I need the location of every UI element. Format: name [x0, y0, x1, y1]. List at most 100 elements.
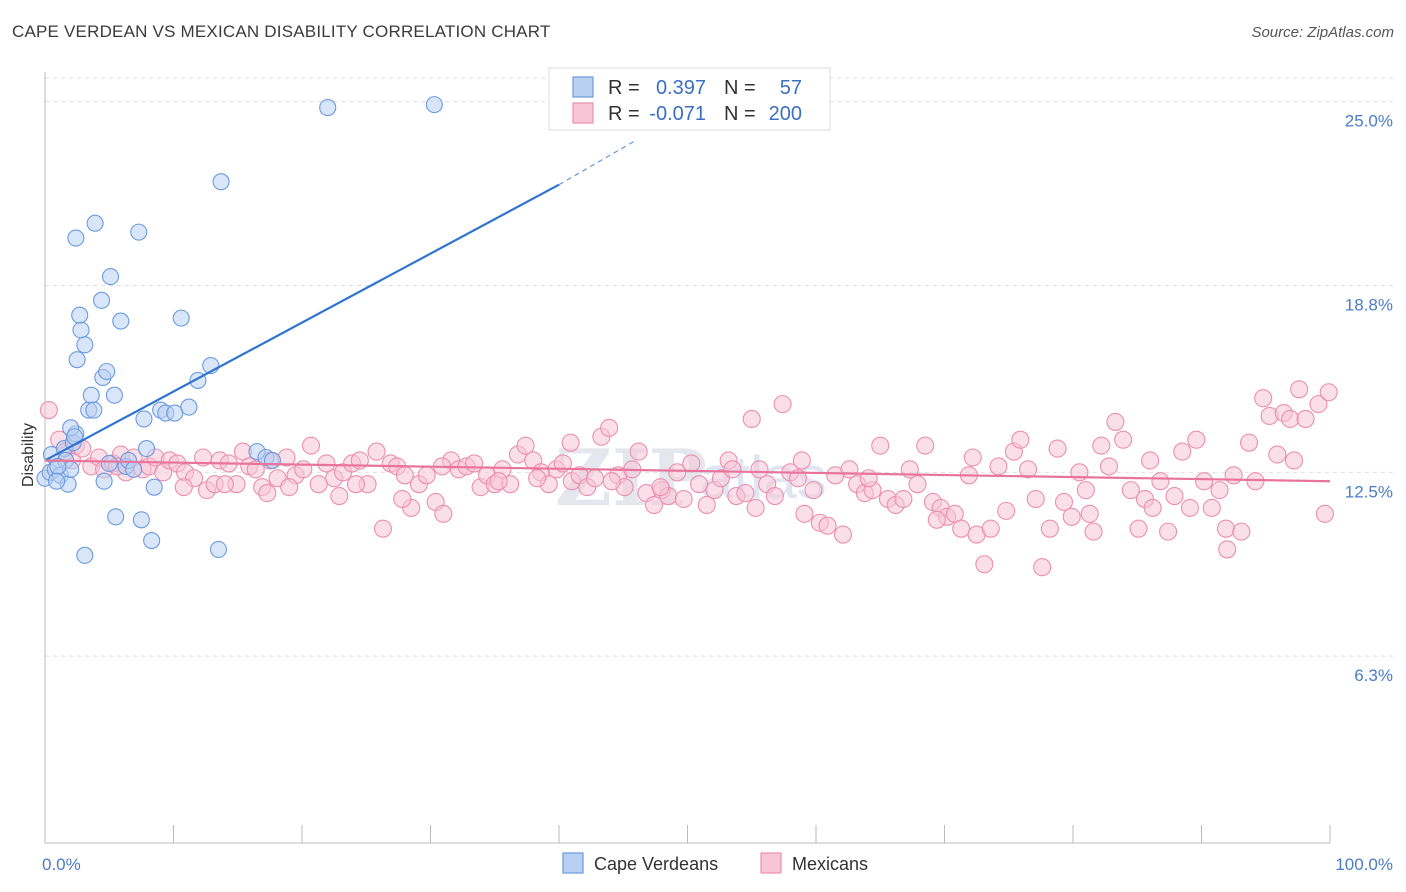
legend: R = 0.397 N = 57 R = -0.071 N = 200 — [548, 67, 831, 131]
mexican-point — [1268, 445, 1287, 464]
mexican-point — [916, 436, 935, 455]
cape-verdean-point — [180, 398, 198, 416]
mexican-point — [651, 478, 670, 497]
cape-verdean-point — [172, 309, 190, 327]
cape-verdean-point — [85, 401, 103, 419]
mexican-point — [1180, 498, 1199, 517]
mexican-point — [1141, 451, 1160, 470]
mexican-point — [1284, 451, 1304, 470]
mexican-point — [894, 489, 913, 509]
mexican-point — [690, 475, 709, 494]
cape-verdean-point — [130, 223, 148, 241]
mexican-point — [602, 472, 621, 491]
cape-verdean-point — [48, 472, 66, 490]
cape-verdean-point — [86, 214, 104, 232]
legend-n-label-pink: N = — [724, 103, 756, 125]
mexican-point — [246, 460, 265, 479]
mexican-point — [1114, 430, 1133, 449]
mexican-point — [723, 460, 742, 479]
legend-n-value-blue: 57 — [780, 77, 802, 99]
mexican-point — [668, 463, 687, 482]
mexican-point — [1232, 522, 1251, 541]
mexican-point — [600, 418, 619, 437]
mexican-point — [859, 469, 878, 488]
mexican-point — [1254, 389, 1273, 408]
mexican-point — [215, 475, 234, 494]
y-axis-label: Disability — [20, 423, 37, 487]
mexican-point — [1202, 498, 1221, 517]
mexican-point — [1210, 481, 1229, 500]
cape-verdean-point — [209, 540, 228, 558]
mexican-point — [1099, 457, 1119, 476]
mexican-point — [818, 516, 837, 535]
mexican-point — [1296, 409, 1315, 429]
cape-verdean-point — [76, 546, 94, 564]
cape-verdeans-points — [36, 96, 443, 564]
y-tick-label: 6.3% — [1354, 666, 1393, 685]
mexican-point — [765, 486, 784, 506]
mexican-point — [795, 504, 814, 523]
mexican-point — [516, 436, 535, 455]
mexican-point — [742, 409, 761, 429]
cape-verdean-point — [82, 386, 100, 404]
mexican-point — [294, 460, 313, 479]
mexican-point — [1121, 481, 1140, 500]
cape-verdean-point — [145, 478, 163, 496]
legend-n-label-blue: N = — [724, 77, 756, 99]
mexican-point — [908, 475, 927, 494]
mexican-point — [927, 510, 946, 529]
mexican-point — [1195, 472, 1214, 491]
mexican-point — [833, 525, 853, 544]
mexican-point — [682, 454, 701, 473]
cape-verdeans-trend-extension — [558, 139, 637, 186]
mexican-point — [1246, 472, 1265, 491]
mexican-point — [1033, 558, 1052, 577]
y-tick-label: 25.0% — [1345, 112, 1393, 131]
cape-verdean-point — [71, 306, 89, 324]
mexican-point — [1062, 507, 1081, 526]
mexican-point — [346, 475, 366, 494]
mexican-point — [746, 498, 765, 517]
mexican-point — [1218, 540, 1237, 559]
mexican-point — [975, 555, 994, 574]
mexican-point — [465, 454, 484, 473]
mexican-point — [1315, 504, 1334, 523]
mexican-point — [309, 475, 328, 494]
mexican-point — [1048, 439, 1067, 458]
mexican-point — [804, 481, 823, 500]
trend-lines — [44, 139, 1331, 483]
cape-verdean-point — [112, 312, 130, 330]
mexican-point — [1129, 519, 1148, 538]
cape-verdean-point — [107, 508, 125, 526]
cape-verdean-point — [125, 460, 143, 478]
cape-verdean-point — [425, 96, 443, 114]
mexican-point — [1054, 492, 1074, 512]
mexican-point — [952, 519, 971, 538]
cape-verdean-point — [135, 410, 153, 428]
mexican-point — [1290, 380, 1309, 399]
mexican-point — [1173, 442, 1192, 461]
mexican-point — [373, 519, 393, 538]
bottom-legend: Cape Verdeans Mexicans — [562, 852, 868, 874]
mexican-point — [981, 519, 1000, 538]
cape-verdean-point — [76, 336, 94, 354]
mexican-point — [1011, 430, 1030, 449]
source-label: Source: ZipAtlas.com — [1251, 24, 1394, 41]
y-tick-label: 12.5% — [1345, 482, 1393, 501]
mexican-point — [330, 486, 349, 506]
mexican-point — [301, 436, 321, 455]
cape-verdean-point — [143, 531, 161, 550]
mexican-point — [1084, 522, 1103, 541]
mexican-point — [1026, 489, 1045, 509]
bottom-legend-swatch-blue — [562, 852, 584, 874]
cape-verdeans-trend-line — [44, 183, 560, 462]
mexican-point — [1224, 466, 1243, 485]
mexican-point — [258, 484, 277, 503]
cape-verdean-point — [92, 291, 111, 309]
mexican-point — [1159, 522, 1178, 541]
mexican-point — [629, 442, 648, 461]
legend-r-label-blue: R = — [608, 77, 640, 99]
legend-r-value-blue: 0.397 — [656, 77, 706, 99]
cape-verdean-point — [263, 451, 281, 470]
